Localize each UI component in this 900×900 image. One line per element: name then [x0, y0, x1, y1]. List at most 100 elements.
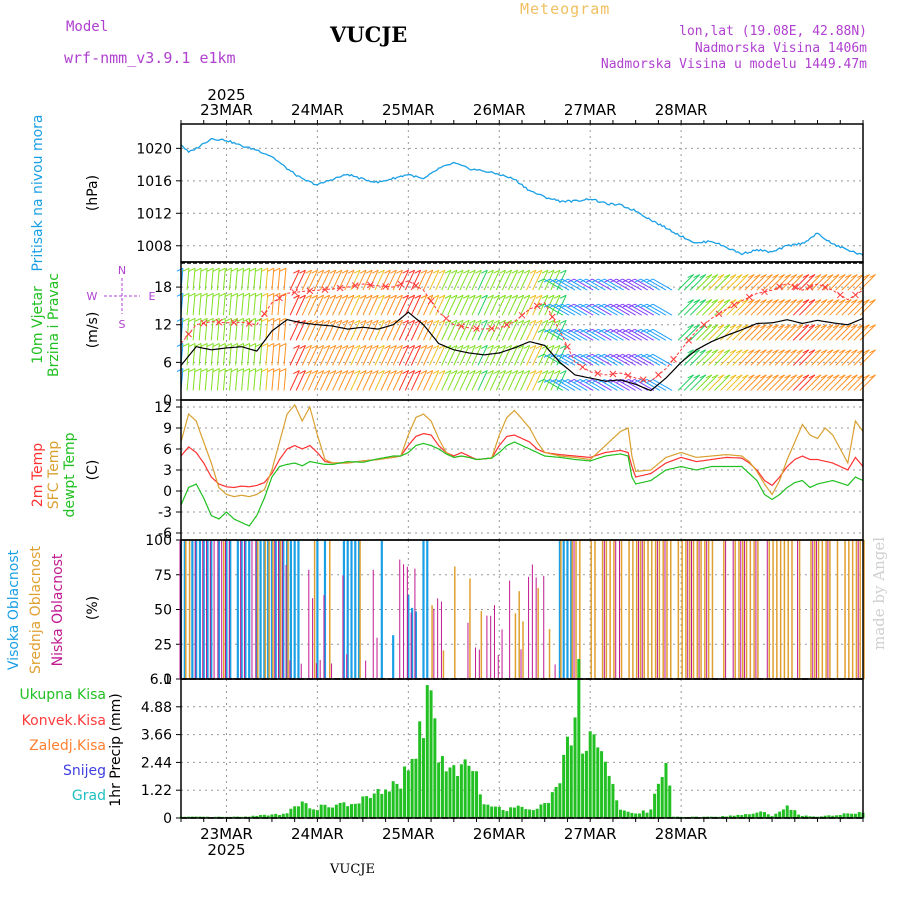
y-tick-label: 9	[163, 421, 172, 437]
wind-gust-marker	[291, 289, 299, 296]
temp-unit-label: (C)	[85, 460, 101, 481]
y-tick-label: 1020	[136, 141, 172, 157]
wind-gust-marker	[367, 281, 374, 289]
meteogram-label: Meteogram	[520, 0, 611, 18]
temp-sfc-line	[180, 403, 864, 498]
wind-gust-marker	[230, 319, 238, 326]
bottom-day-label: 25MAR	[382, 825, 435, 843]
wind-gust-marker	[427, 297, 435, 305]
top-day-label: 23MAR	[200, 101, 253, 119]
y-tick-label: 1012	[136, 206, 172, 222]
top-year-label: 2025	[207, 86, 245, 104]
dewpoint-axis-title: dewpt Temp	[62, 432, 78, 517]
wind-barbs-group	[176, 267, 876, 391]
top-day-label: 24MAR	[291, 101, 344, 119]
elevation-label: Nadmorska Visina 1406m	[694, 41, 867, 56]
model-label: Model	[66, 19, 109, 35]
bottom-day-label: 24MAR	[291, 825, 344, 843]
bottom-day-label: 23MAR	[200, 825, 253, 843]
bottom-day-label: 27MAR	[564, 825, 617, 843]
compass-e-label: E	[149, 290, 156, 303]
wind-gust-marker	[624, 372, 632, 379]
wind-gust-marker	[503, 321, 511, 329]
wind-gust-marker	[852, 291, 859, 299]
y-tick-label: 12	[154, 318, 172, 334]
wind-gust-marker	[670, 355, 677, 363]
precip-legend-label: Konvek.Kisa	[22, 713, 106, 729]
wind-gust-marker	[685, 337, 693, 344]
y-tick-label: 0	[163, 393, 172, 409]
wind-gust-marker	[548, 313, 556, 321]
cloud-bars-group	[179, 540, 865, 679]
wind-gust-marker	[382, 283, 389, 290]
model-elevation-label: Nadmorska Visina u modelu 1449.47m	[600, 57, 867, 72]
bottom-day-label: 28MAR	[655, 825, 708, 843]
wind-axis-subtitle: Brzina i Pravac	[46, 273, 62, 377]
precip-legend-label: Zaledj.Kisa	[29, 738, 106, 754]
lonlat-label: lon,lat (19.08E, 42.88N)	[679, 24, 867, 39]
top-day-label: 25MAR	[382, 101, 435, 119]
wind-gust-marker	[821, 283, 829, 291]
y-tick-label: 50	[154, 603, 172, 619]
wind-gust-marker	[533, 302, 541, 310]
cloud-mid-axis-title: Srednja Oblacnost	[28, 546, 44, 674]
y-tick-label: 12	[154, 400, 172, 416]
bottom-day-label: 26MAR	[473, 825, 526, 843]
y-tick-label: 4.88	[141, 700, 172, 716]
compass-w-label: W	[87, 290, 98, 303]
y-tick-label: 3	[163, 463, 172, 479]
precip-unit-label: 1hr Precip (mm)	[108, 693, 124, 806]
top-day-label: 27MAR	[564, 101, 617, 119]
wind-gust-marker	[579, 363, 586, 371]
y-tick-label: 0	[163, 672, 172, 688]
station-title: VUCJE	[330, 22, 408, 47]
wind-gust-marker	[518, 311, 526, 319]
wind-gust-marker	[488, 325, 496, 332]
precip-legend-label: Snijeg	[63, 763, 106, 779]
wind-speed-line	[180, 311, 864, 392]
y-tick-label: 2.44	[141, 755, 172, 771]
y-tick-label: -3	[158, 505, 172, 521]
wind-gust-marker	[442, 315, 450, 322]
wind-gust-marker	[700, 321, 708, 329]
compass-s-label: S	[119, 318, 126, 331]
wind-gust-marker	[639, 376, 647, 383]
pressure-line	[180, 137, 864, 256]
wind-gust-marker	[715, 310, 723, 318]
wind-gust-marker	[761, 288, 768, 296]
y-tick-label: 1016	[136, 174, 172, 190]
wind-gust-marker	[412, 282, 420, 289]
y-tick-label: 1.22	[141, 783, 172, 799]
precip-legend-label: Ukupna Kisa	[19, 687, 106, 703]
wind-gust-marker	[745, 293, 753, 301]
wind-gust-marker	[336, 284, 344, 292]
wind-gust-marker	[321, 286, 329, 293]
y-tick-label: -6	[158, 526, 172, 542]
model-name: wrf-nmm_v3.9.1 e1km	[64, 49, 236, 67]
wind-gust-marker	[836, 291, 844, 299]
y-tick-label: 18	[154, 280, 172, 296]
wind-gust-marker	[215, 318, 223, 326]
cloud-low-axis-title: Niska Oblacnost	[50, 553, 66, 666]
wind-gust-marker	[200, 319, 208, 327]
wind-gust-marker	[245, 320, 253, 327]
wind-unit-label: (m/s)	[85, 312, 101, 349]
wind-gust-marker	[276, 294, 283, 302]
y-tick-label: 0	[163, 484, 172, 500]
y-tick-label: 6	[163, 442, 172, 458]
footer-station: VUCJE	[330, 862, 375, 877]
wind-gust-marker	[261, 310, 268, 318]
cloud-unit-label: (%)	[85, 596, 101, 620]
y-tick-label: 3.66	[141, 728, 172, 744]
precip-bars-group	[179, 659, 865, 818]
wind-gust-marker	[306, 287, 314, 295]
y-tick-label: 1008	[136, 239, 172, 255]
wind-gust-marker	[564, 343, 571, 351]
panel-frame	[180, 123, 864, 263]
dewpoint-line	[180, 441, 864, 527]
wind-gust-marker	[185, 330, 192, 338]
y-tick-label: 25	[154, 637, 172, 653]
wind-gust-marker	[776, 283, 783, 291]
pressure-unit-label: (hPa)	[85, 175, 101, 211]
